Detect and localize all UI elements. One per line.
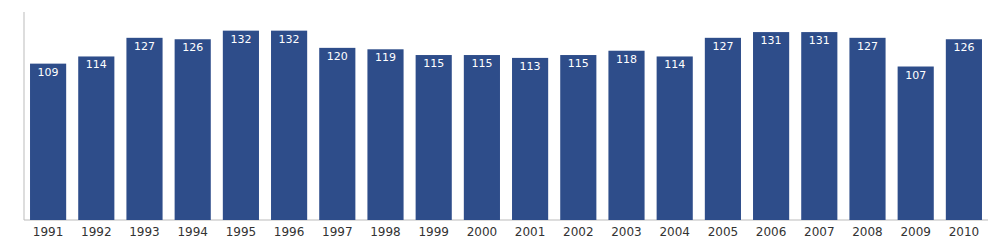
data-label: 127 xyxy=(134,40,155,53)
x-tick-label: 1992 xyxy=(81,225,112,239)
x-tick-label: 2001 xyxy=(515,225,546,239)
bar xyxy=(319,48,355,220)
bar xyxy=(416,55,452,220)
bar xyxy=(608,51,644,220)
bar xyxy=(657,56,693,220)
x-tick-label: 1998 xyxy=(370,225,401,239)
bar xyxy=(223,31,259,220)
x-tick-label: 1997 xyxy=(322,225,353,239)
data-label: 132 xyxy=(230,33,251,46)
bar xyxy=(126,38,162,220)
data-label: 115 xyxy=(423,57,444,70)
data-label: 115 xyxy=(568,57,589,70)
x-tick-label: 1994 xyxy=(177,225,208,239)
bar xyxy=(512,58,548,220)
x-tick-label: 1991 xyxy=(33,225,64,239)
x-tick-label: 2009 xyxy=(900,225,931,239)
data-label: 109 xyxy=(38,66,59,79)
data-label: 127 xyxy=(712,40,733,53)
bar xyxy=(30,64,66,220)
x-tick-label: 2008 xyxy=(852,225,883,239)
data-label: 132 xyxy=(279,33,300,46)
bar xyxy=(271,31,307,220)
data-label: 114 xyxy=(664,58,685,71)
data-label: 118 xyxy=(616,53,637,66)
data-label: 114 xyxy=(86,58,107,71)
bar xyxy=(175,39,211,220)
data-label: 107 xyxy=(905,69,926,82)
data-label: 131 xyxy=(809,34,830,47)
x-tick-label: 2010 xyxy=(949,225,980,239)
bar xyxy=(753,32,789,220)
bar xyxy=(78,56,114,220)
bar xyxy=(560,55,596,220)
chart: 109 114 127 126 132 132 120 119 115 115 113 115 118 1… xyxy=(0,0,1000,250)
x-tick-label: 2007 xyxy=(804,225,835,239)
x-tick-label: 1993 xyxy=(129,225,160,239)
bar xyxy=(946,39,982,220)
data-label: 119 xyxy=(375,51,396,64)
bar xyxy=(705,38,741,220)
bar xyxy=(367,49,403,220)
x-tick-label: 1999 xyxy=(418,225,449,239)
x-tick-label: 2006 xyxy=(756,225,787,239)
bars xyxy=(30,31,982,220)
x-tick-label: 1995 xyxy=(226,225,257,239)
data-label: 120 xyxy=(327,50,348,63)
bar xyxy=(801,32,837,220)
x-tick-label: 2004 xyxy=(659,225,690,239)
x-tick-label: 2000 xyxy=(467,225,498,239)
data-label: 127 xyxy=(857,40,878,53)
data-label: 113 xyxy=(520,60,541,73)
y-axis-line xyxy=(24,12,25,220)
data-label: 126 xyxy=(182,41,203,54)
x-axis-line xyxy=(24,220,988,221)
bar xyxy=(849,38,885,220)
x-tick-label: 2002 xyxy=(563,225,594,239)
x-tick-label: 1996 xyxy=(274,225,305,239)
data-label: 126 xyxy=(953,41,974,54)
x-tick-label: 2003 xyxy=(611,225,642,239)
data-label: 115 xyxy=(471,57,492,70)
x-tick-label: 2005 xyxy=(708,225,739,239)
data-label: 131 xyxy=(761,34,782,47)
bar xyxy=(464,55,500,220)
bar xyxy=(898,67,934,220)
